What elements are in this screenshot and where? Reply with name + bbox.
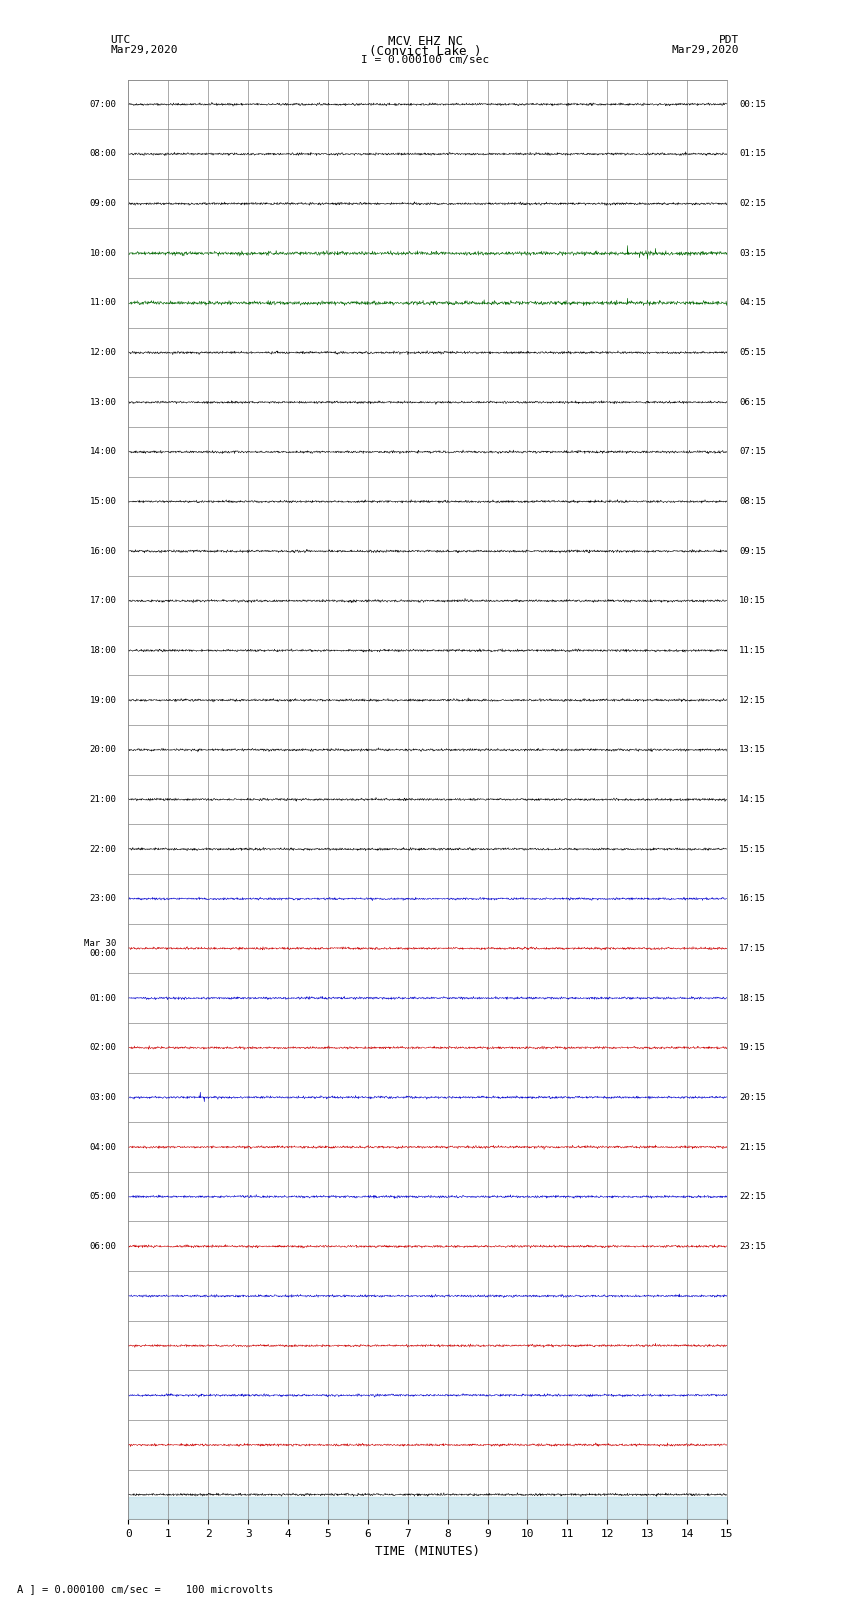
Text: 06:15: 06:15 (739, 398, 766, 406)
Text: 21:15: 21:15 (739, 1142, 766, 1152)
Text: 20:15: 20:15 (739, 1094, 766, 1102)
Text: 21:00: 21:00 (89, 795, 116, 803)
Text: 02:15: 02:15 (739, 198, 766, 208)
Text: 18:15: 18:15 (739, 994, 766, 1003)
Text: 01:00: 01:00 (89, 994, 116, 1003)
Text: 14:00: 14:00 (89, 447, 116, 456)
X-axis label: TIME (MINUTES): TIME (MINUTES) (375, 1545, 480, 1558)
Text: 17:00: 17:00 (89, 597, 116, 605)
Text: 15:00: 15:00 (89, 497, 116, 506)
Text: 19:00: 19:00 (89, 695, 116, 705)
Text: 22:15: 22:15 (739, 1192, 766, 1202)
Text: 08:15: 08:15 (739, 497, 766, 506)
Text: 09:00: 09:00 (89, 198, 116, 208)
Text: I = 0.000100 cm/sec: I = 0.000100 cm/sec (361, 55, 489, 65)
Text: 22:00: 22:00 (89, 845, 116, 853)
Text: (Convict Lake ): (Convict Lake ) (369, 45, 481, 58)
Text: 15:15: 15:15 (739, 845, 766, 853)
Text: 05:15: 05:15 (739, 348, 766, 356)
Text: 20:00: 20:00 (89, 745, 116, 755)
Text: 03:15: 03:15 (739, 248, 766, 258)
Text: 09:15: 09:15 (739, 547, 766, 556)
Text: 04:00: 04:00 (89, 1142, 116, 1152)
Text: 04:15: 04:15 (739, 298, 766, 308)
Text: 11:00: 11:00 (89, 298, 116, 308)
Text: 17:15: 17:15 (739, 944, 766, 953)
Text: 13:00: 13:00 (89, 398, 116, 406)
Text: 12:00: 12:00 (89, 348, 116, 356)
Text: Mar29,2020: Mar29,2020 (110, 45, 178, 55)
Text: 07:15: 07:15 (739, 447, 766, 456)
Text: Mar29,2020: Mar29,2020 (672, 45, 740, 55)
Text: 03:00: 03:00 (89, 1094, 116, 1102)
Text: 11:15: 11:15 (739, 645, 766, 655)
Text: 19:15: 19:15 (739, 1044, 766, 1052)
Text: PDT: PDT (719, 35, 740, 45)
Text: UTC: UTC (110, 35, 131, 45)
Text: 01:15: 01:15 (739, 150, 766, 158)
Text: 16:15: 16:15 (739, 894, 766, 903)
Text: 10:15: 10:15 (739, 597, 766, 605)
Text: 18:00: 18:00 (89, 645, 116, 655)
Text: 07:00: 07:00 (89, 100, 116, 108)
Text: 12:15: 12:15 (739, 695, 766, 705)
Text: A ] = 0.000100 cm/sec =    100 microvolts: A ] = 0.000100 cm/sec = 100 microvolts (17, 1584, 273, 1594)
Text: 13:15: 13:15 (739, 745, 766, 755)
Text: 14:15: 14:15 (739, 795, 766, 803)
Text: 23:15: 23:15 (739, 1242, 766, 1250)
Text: 08:00: 08:00 (89, 150, 116, 158)
Text: Mar 30
00:00: Mar 30 00:00 (84, 939, 116, 958)
Text: 00:15: 00:15 (739, 100, 766, 108)
Text: 10:00: 10:00 (89, 248, 116, 258)
Text: 16:00: 16:00 (89, 547, 116, 556)
Text: 02:00: 02:00 (89, 1044, 116, 1052)
Text: MCV EHZ NC: MCV EHZ NC (388, 35, 462, 48)
Text: 05:00: 05:00 (89, 1192, 116, 1202)
Text: 23:00: 23:00 (89, 894, 116, 903)
Text: 06:00: 06:00 (89, 1242, 116, 1250)
